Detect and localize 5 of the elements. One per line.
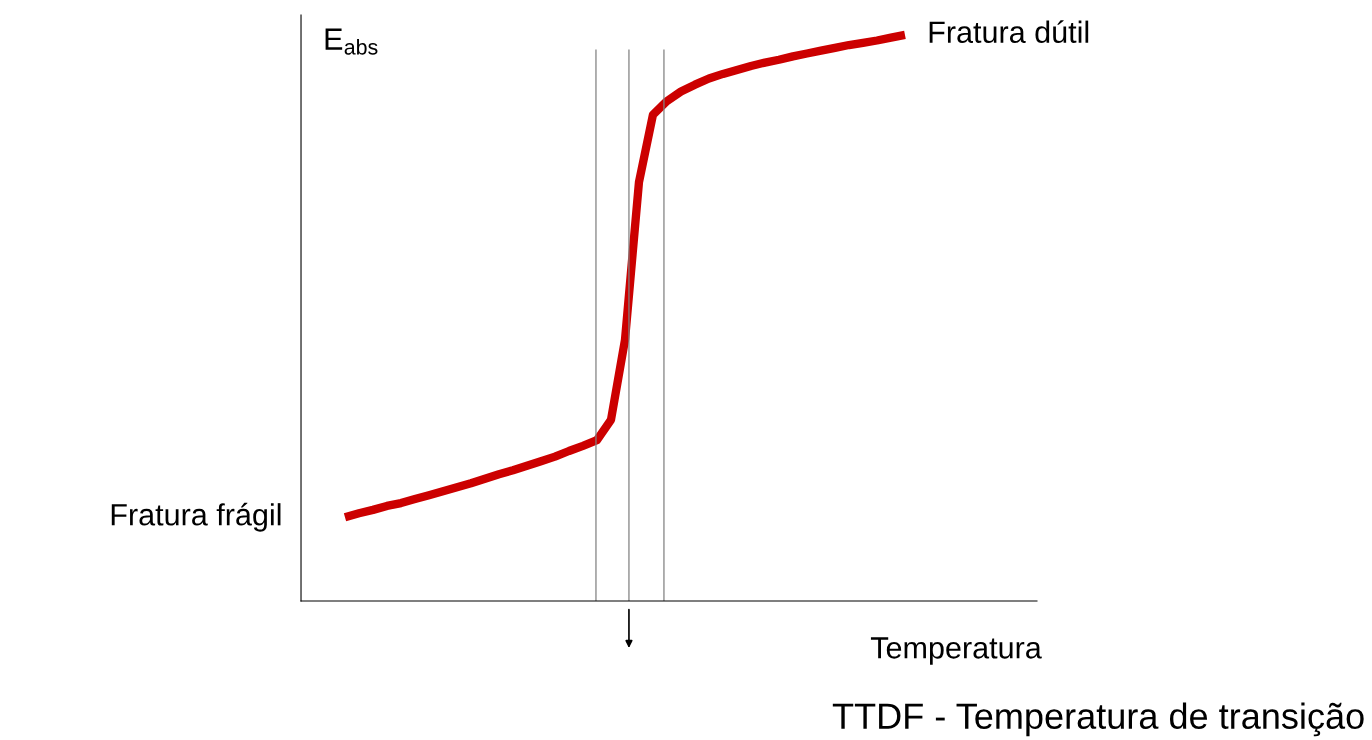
text: Fratura frágil (111, 502, 281, 532)
text: Fratura dútil (929, 20, 1089, 44)
y-axis-title: E$_{abs}$ (325, 28, 378, 55)
text: TTDF - Temperatura de transição (832, 702, 1364, 737)
x-axis-title: Temperatura (870, 637, 1042, 665)
